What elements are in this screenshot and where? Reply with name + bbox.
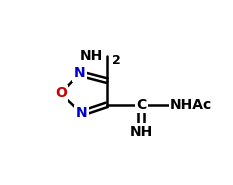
Text: N: N xyxy=(74,66,86,80)
Text: C: C xyxy=(136,98,146,112)
Text: 2: 2 xyxy=(112,54,121,67)
Text: NHAc: NHAc xyxy=(170,98,212,112)
Text: O: O xyxy=(55,86,67,100)
Text: NH: NH xyxy=(80,49,103,63)
Text: N: N xyxy=(76,106,87,120)
Text: NH: NH xyxy=(130,125,153,139)
